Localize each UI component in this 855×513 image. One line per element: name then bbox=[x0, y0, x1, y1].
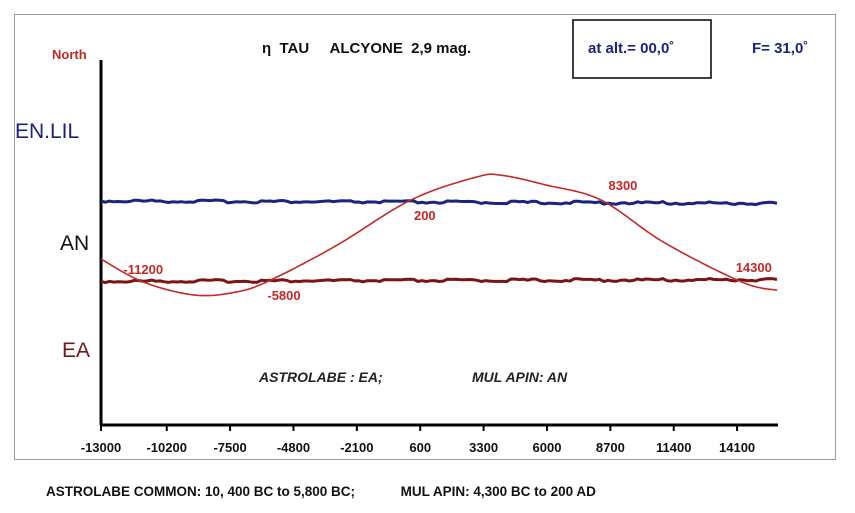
altitude-label: at alt.= 00,0˚ bbox=[588, 40, 674, 57]
x-tick-label: -13000 bbox=[81, 440, 121, 455]
x-tick-labels: -13000 -10200 -7500 -4800 -2100 600 3300 6000 87… bbox=[81, 440, 755, 455]
bottom-caption: ASTROLABE COMMON: 10, 400 BC to 5,800 BC… bbox=[46, 484, 596, 499]
x-ticks bbox=[100, 425, 739, 431]
caption-mulapin: MUL APIN: 4,300 BC to 200 AD bbox=[400, 484, 596, 499]
x-tick-label: -10200 bbox=[146, 440, 186, 455]
crossing-label: 8300 bbox=[608, 178, 637, 193]
x-tick-label: 11400 bbox=[656, 440, 691, 455]
annotation-layer: -11200 -5800 200 8300 14300 bbox=[123, 178, 772, 303]
crossing-label: -5800 bbox=[267, 288, 300, 303]
x-tick-label: 3300 bbox=[469, 440, 498, 455]
series-ea-line bbox=[100, 276, 778, 285]
crossing-label: 14300 bbox=[736, 260, 772, 275]
crossing-label: 200 bbox=[414, 208, 436, 223]
series-enlil-line bbox=[100, 198, 778, 207]
x-tick-label: -4800 bbox=[277, 440, 310, 455]
latitude-label: F= 31,0˚ bbox=[752, 40, 808, 57]
note-astrolabe: ASTROLABE : EA; bbox=[258, 369, 383, 385]
band-label-an: AN bbox=[60, 232, 89, 255]
x-tick-label: 6000 bbox=[533, 440, 562, 455]
chart-frame bbox=[14, 14, 836, 460]
band-label-enlil: EN.LIL bbox=[15, 120, 79, 143]
altitude-box bbox=[572, 19, 712, 79]
caption-astrolabe: ASTROLABE COMMON: 10, 400 BC to 5,800 BC… bbox=[46, 484, 356, 499]
star-title: η TAU ALCYONE 2,9 mag. bbox=[262, 40, 471, 57]
x-tick-label: -2100 bbox=[340, 440, 373, 455]
x-tick-label: 8700 bbox=[596, 440, 625, 455]
north-label: North bbox=[52, 47, 87, 62]
crossing-label: -11200 bbox=[123, 262, 163, 277]
x-tick-label: -7500 bbox=[213, 440, 246, 455]
band-label-ea: EA bbox=[62, 339, 90, 362]
series-star-curve bbox=[100, 173, 778, 297]
series-layer bbox=[100, 173, 778, 297]
x-tick-label: 600 bbox=[409, 440, 431, 455]
x-tick-label: 14100 bbox=[719, 440, 755, 455]
note-mulapin: MUL APIN: AN bbox=[472, 369, 568, 385]
